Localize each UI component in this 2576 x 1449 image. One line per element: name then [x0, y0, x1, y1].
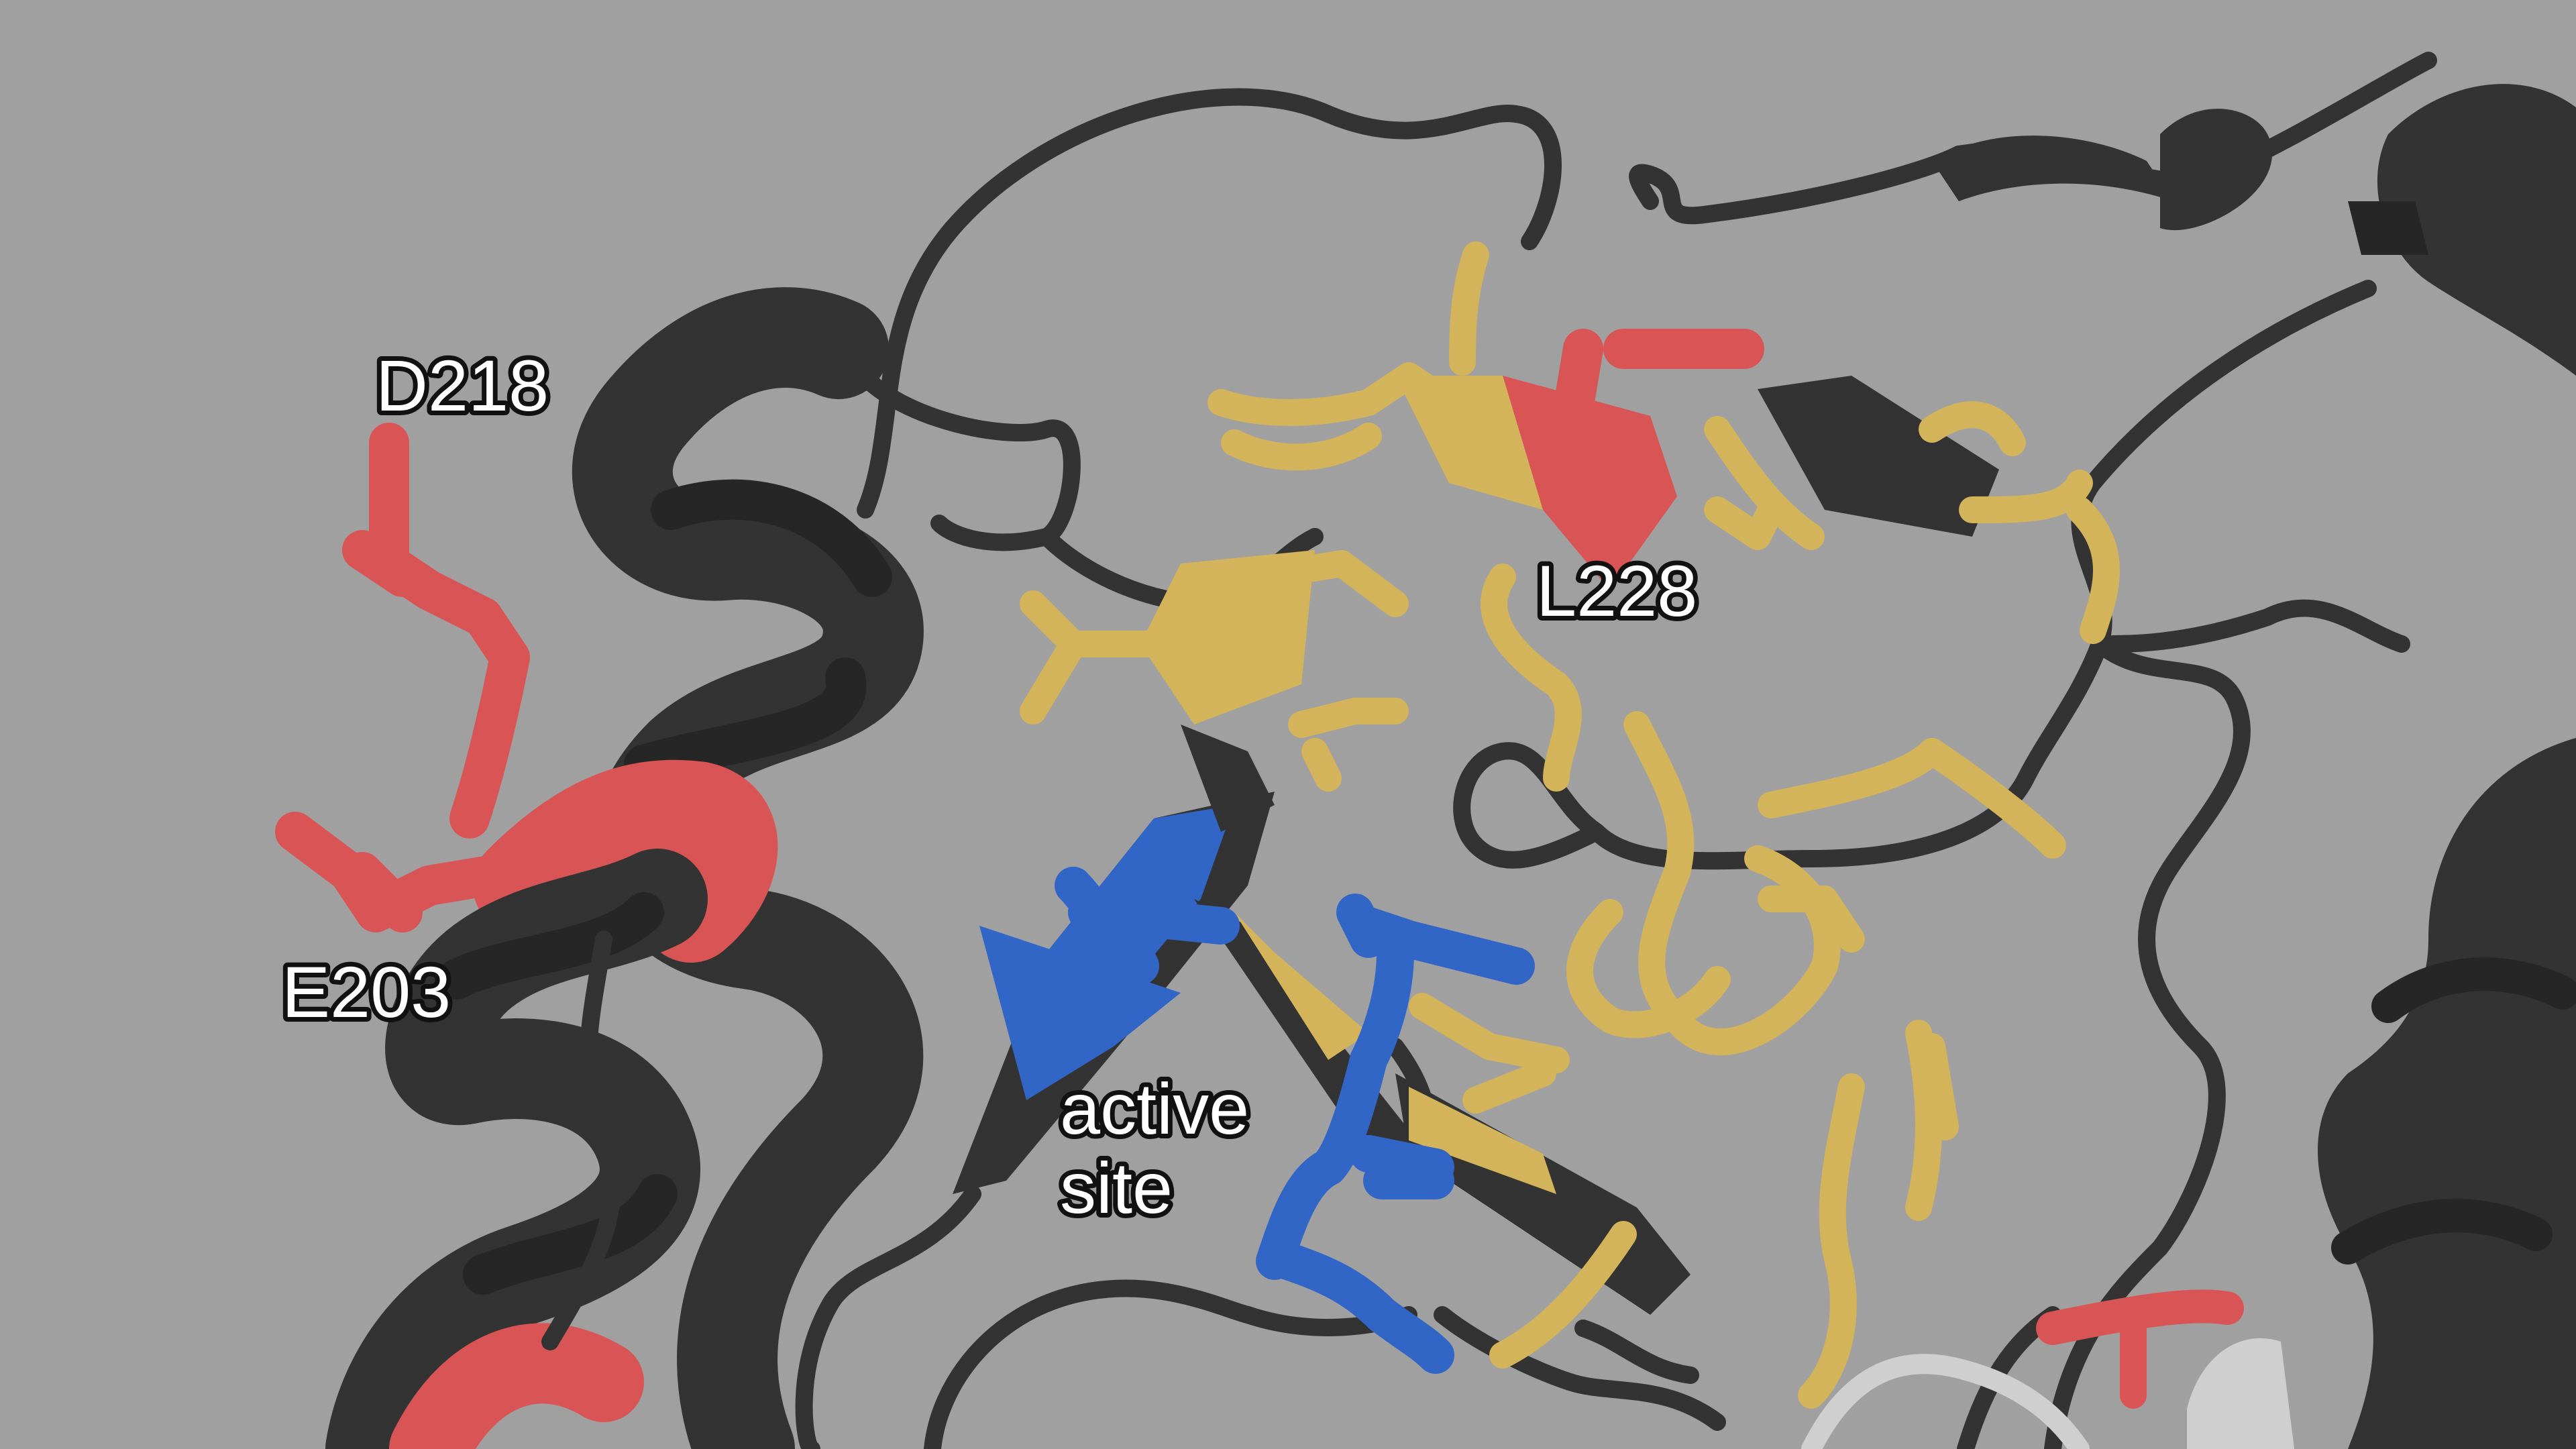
label-active-site-line2: site: [1060, 1147, 1173, 1228]
label-l228: L228: [1536, 550, 1697, 631]
active-site-sidechains: [1041, 867, 1535, 1374]
label-e203: E203: [282, 951, 451, 1032]
left-helix-red-band: [473, 759, 778, 963]
hydrophobic-sidechains: [1020, 241, 2120, 1409]
left-helix-upper: [572, 287, 924, 1449]
upper-right-ribbon: [1932, 84, 2576, 376]
acidic-sidechains: [275, 329, 1764, 932]
lower-right-helix: [1801, 738, 2576, 1449]
label-d218: D218: [376, 345, 549, 426]
label-active-site-line1: active: [1060, 1068, 1249, 1149]
residue-labels: D218 E203 L228 active site: [277, 340, 1702, 1233]
